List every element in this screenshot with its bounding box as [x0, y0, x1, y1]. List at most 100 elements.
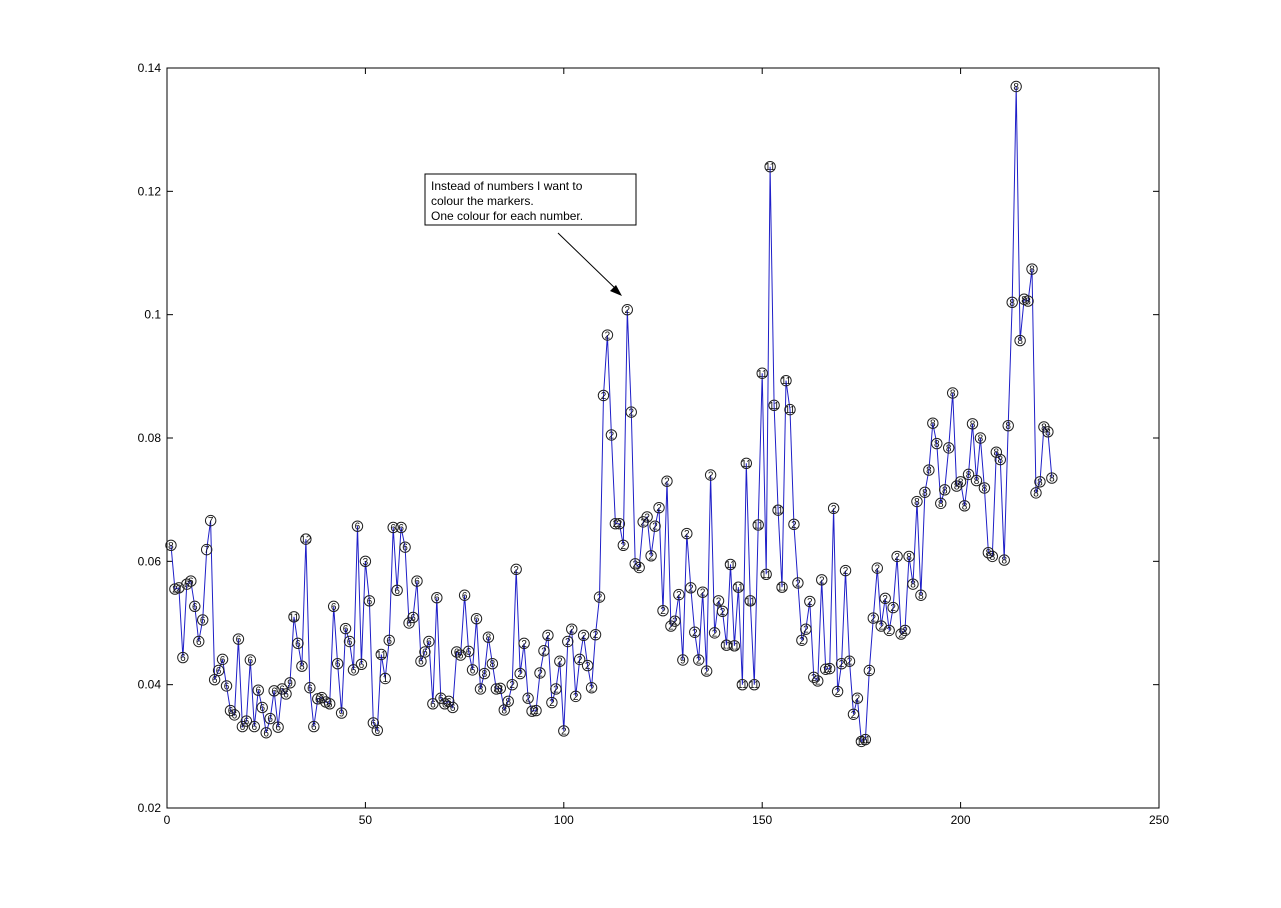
data-point-marker	[760, 568, 772, 580]
marker-label: 9	[339, 709, 345, 720]
data-point-marker	[629, 558, 641, 570]
data-point-marker	[256, 701, 268, 714]
data-point-marker	[962, 468, 975, 481]
x-tick-label: 50	[359, 813, 373, 827]
data-point-marker	[284, 677, 296, 689]
data-point-marker	[478, 667, 491, 680]
data-point-marker	[165, 539, 177, 551]
marker-label: 11	[749, 680, 760, 691]
data-point-marker	[288, 611, 300, 623]
data-point-marker	[867, 612, 880, 624]
marker-label: 1	[382, 674, 388, 685]
data-point-marker	[720, 639, 733, 651]
data-point-marker	[685, 582, 697, 594]
x-tick-label: 150	[752, 813, 772, 827]
marker-label: 8	[994, 448, 1000, 459]
marker-label: 6	[355, 522, 361, 533]
marker-label: 6	[470, 665, 476, 676]
marker-label: 2	[577, 655, 583, 666]
data-point-marker	[804, 595, 816, 608]
marker-label: 6	[466, 647, 472, 658]
marker-label: 6	[418, 657, 424, 668]
data-point-marker	[621, 304, 633, 316]
data-point-marker	[693, 654, 705, 666]
marker-label: 6	[462, 591, 468, 602]
annotation: Instead of numbers I want to colour the …	[424, 173, 637, 296]
data-point-marker	[185, 575, 197, 587]
marker-label: 11	[765, 162, 776, 173]
marker-label: 2	[561, 726, 567, 737]
data-point-marker	[193, 635, 205, 648]
data-point-marker	[1026, 263, 1038, 275]
marker-label: 11	[757, 369, 768, 380]
data-point-marker	[335, 707, 348, 719]
data-point-marker	[224, 704, 237, 717]
marker-label: 2	[565, 637, 571, 648]
marker-label: 6	[188, 577, 194, 588]
marker-label: 6	[422, 647, 428, 658]
annotation-arrowhead	[610, 285, 622, 296]
marker-label: 8	[1005, 421, 1011, 432]
marker-label: 2	[878, 622, 884, 633]
data-point-marker	[768, 399, 780, 412]
data-point-marker	[994, 453, 1006, 466]
data-point-marker	[252, 684, 264, 696]
marker-label: 2	[708, 471, 714, 482]
marker-label: 2	[640, 517, 646, 528]
data-point-marker	[732, 581, 745, 593]
marker-label: 2	[593, 630, 599, 641]
marker-label: 6	[220, 655, 226, 666]
data-point-marker	[248, 720, 260, 733]
data-point-marker	[728, 640, 741, 652]
data-point-marker	[601, 329, 614, 341]
marker-label: 8	[982, 483, 988, 494]
data-point-marker	[1046, 472, 1058, 484]
marker-label: 2	[172, 585, 178, 596]
data-point-marker	[197, 614, 209, 626]
marker-label: 2	[795, 578, 801, 589]
marker-label: 2	[569, 625, 575, 636]
marker-label: 11	[721, 641, 732, 652]
data-point-marker	[454, 649, 467, 661]
marker-label: 2	[720, 607, 726, 618]
marker-label: 7	[208, 516, 214, 527]
data-point-marker	[613, 518, 626, 530]
y-tick-label: 0.06	[138, 554, 162, 568]
marker-label: 2	[799, 636, 805, 647]
data-point-marker	[927, 417, 939, 429]
data-point-marker	[982, 547, 995, 559]
data-point-marker	[899, 624, 911, 637]
marker-label: 6	[275, 723, 281, 734]
marker-label: 2	[660, 606, 666, 617]
data-point-marker	[558, 725, 570, 737]
data-point-marker	[911, 495, 923, 508]
marker-label: 2	[628, 408, 634, 419]
marker-label: 8	[970, 419, 976, 430]
data-point-marker	[800, 623, 812, 635]
data-point-marker	[351, 520, 364, 532]
x-tick-label: 200	[951, 813, 971, 827]
marker-label: 6	[259, 703, 265, 714]
marker-label: 8	[997, 455, 1003, 466]
data-point-marker	[391, 584, 403, 597]
marker-label: 11	[725, 560, 736, 571]
data-point-marker	[1002, 419, 1014, 432]
data-point-marker	[542, 629, 554, 642]
data-point-marker	[514, 667, 526, 680]
data-point-marker	[935, 497, 947, 510]
data-point-marker	[506, 678, 518, 691]
data-point-marker	[788, 518, 800, 531]
marker-label: 8	[494, 684, 500, 695]
annotation-box	[424, 173, 637, 226]
marker-label: 2	[819, 575, 825, 586]
data-point-marker	[395, 521, 407, 534]
data-point-marker	[204, 514, 217, 527]
data-point-marker	[450, 646, 463, 658]
marker-label: 8	[1037, 477, 1043, 488]
marker-label: 6	[248, 656, 254, 667]
marker-label: 2	[541, 646, 547, 657]
marker-label: 8	[978, 434, 984, 445]
marker-label: 8	[1025, 297, 1031, 308]
data-point-marker	[883, 624, 895, 637]
marker-label: 6	[474, 614, 480, 625]
